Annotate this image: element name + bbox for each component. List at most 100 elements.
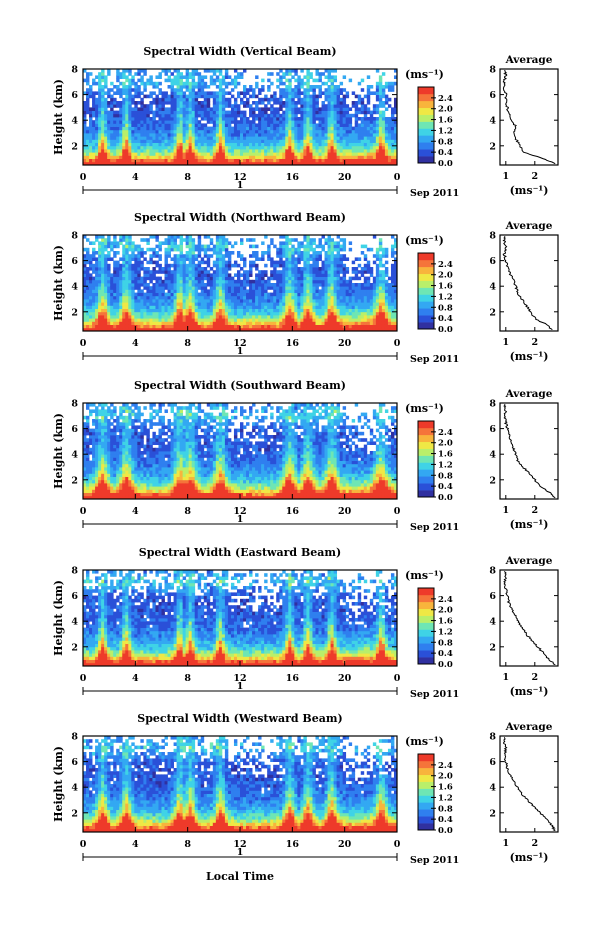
- heatmap-cell: [95, 126, 99, 131]
- heatmap-cell: [261, 142, 265, 147]
- heatmap-cell: [224, 142, 229, 147]
- heatmap-cell: [240, 302, 244, 306]
- heatmap-cell: [261, 149, 265, 153]
- heatmap-cell: [92, 292, 96, 297]
- heatmap-cell: [179, 251, 184, 255]
- heatmap-cell: [155, 324, 159, 329]
- heatmap-cell: [140, 81, 144, 86]
- heatmap-cell: [288, 69, 292, 73]
- heatmap-cell: [273, 120, 277, 124]
- heatmap-cell: [351, 318, 356, 322]
- heatmap-cell: [206, 104, 211, 108]
- heatmap-cell: [89, 241, 93, 245]
- heatmap-cell: [288, 145, 292, 150]
- heatmap-cell: [176, 286, 181, 290]
- heatmap-cell: [104, 315, 108, 319]
- heatmap-cell: [215, 247, 220, 252]
- heatmap-cell: [333, 299, 338, 303]
- heatmap-cell: [318, 311, 322, 316]
- heatmap-cell: [137, 295, 141, 300]
- heatmap-cell: [149, 247, 153, 252]
- heatmap-cell: [104, 299, 108, 303]
- heatmap-cell: [86, 107, 90, 111]
- heatmap-cell: [152, 318, 156, 322]
- heatmap-cell: [227, 161, 232, 166]
- heatmap-cell: [366, 123, 371, 127]
- heatmap-cell: [324, 113, 328, 118]
- heatmap-cell: [101, 152, 105, 156]
- heatmap-cell: [206, 97, 211, 102]
- heatmap-cell: [101, 257, 105, 261]
- heatmap-cell: [264, 129, 268, 134]
- heatmap-cell: [179, 267, 184, 271]
- heatmap-cell: [312, 88, 316, 92]
- heatmap-cell: [288, 238, 292, 242]
- heatmap-cell: [327, 251, 331, 255]
- heatmap-cell: [357, 327, 362, 332]
- heatmap-cell: [206, 158, 211, 163]
- heatmap-cell: [200, 315, 205, 319]
- heatmap-cell: [107, 161, 111, 166]
- heatmap-cell: [134, 107, 138, 111]
- heatmap-cell: [140, 324, 144, 329]
- heatmap-cell: [98, 158, 102, 163]
- heatmap-cell: [354, 120, 359, 124]
- heatmap-cell: [306, 123, 310, 127]
- heatmap-cell: [324, 94, 328, 99]
- heatmap-cell: [264, 273, 268, 277]
- heatmap-cell: [339, 88, 344, 92]
- heatmap-cell: [291, 139, 295, 143]
- heatmap-cell: [170, 305, 174, 309]
- heatmap-cell: [387, 117, 392, 121]
- heatmap-cell: [230, 308, 235, 313]
- heatmap-cell: [297, 241, 301, 245]
- heatmap-cell: [297, 78, 301, 83]
- heatmap-cell: [128, 244, 132, 249]
- heatmap-cell: [128, 120, 132, 124]
- heatmap-cell: [270, 299, 274, 303]
- heatmap-cell: [306, 286, 310, 290]
- heatmap-cell: [209, 142, 214, 147]
- heatmap-cell: [131, 257, 135, 261]
- heatmap-cell: [294, 289, 298, 293]
- heatmap-cell: [336, 327, 341, 332]
- heatmap-cell: [179, 260, 184, 265]
- heatmap-cell: [246, 88, 250, 92]
- heatmap-cell: [387, 145, 392, 150]
- heatmap-cell: [255, 251, 259, 255]
- heatmap-cell: [366, 149, 371, 153]
- y-tick-label: 4: [71, 116, 78, 127]
- heatmap-cell: [152, 283, 156, 287]
- heatmap-cell: [212, 101, 217, 105]
- heatmap-cell: [182, 273, 187, 277]
- heatmap-cell: [345, 104, 350, 108]
- heatmap-cell: [206, 101, 211, 105]
- heatmap-cell: [282, 321, 286, 325]
- heatmap-cell: [297, 305, 301, 309]
- heatmap-cell: [173, 276, 177, 281]
- heatmap-cell: [191, 126, 196, 131]
- heatmap-cell: [267, 155, 271, 159]
- heatmap-cell: [252, 91, 256, 95]
- heatmap-cell: [261, 126, 265, 131]
- heatmap-cell: [125, 302, 129, 306]
- heatmap-cell: [273, 292, 277, 297]
- heatmap-cell: [197, 120, 202, 124]
- heatmap-cell: [243, 152, 247, 156]
- heatmap-cell: [348, 161, 353, 166]
- heatmap-cell: [348, 315, 353, 319]
- heatmap-cell: [101, 318, 105, 322]
- heatmap-cell: [218, 267, 223, 271]
- heatmap-cell: [306, 145, 310, 150]
- heatmap-cell: [122, 254, 126, 258]
- heatmap-cell: [221, 158, 226, 163]
- heatmap-cell: [107, 321, 111, 325]
- heatmap-cell: [303, 113, 307, 118]
- heatmap-cell: [276, 289, 280, 293]
- heatmap-cell: [282, 292, 286, 297]
- heatmap-cell: [273, 113, 277, 118]
- heatmap-cell: [264, 142, 268, 147]
- heatmap-cell: [215, 299, 220, 303]
- heatmap-cell: [387, 85, 392, 89]
- heatmap-cell: [221, 315, 226, 319]
